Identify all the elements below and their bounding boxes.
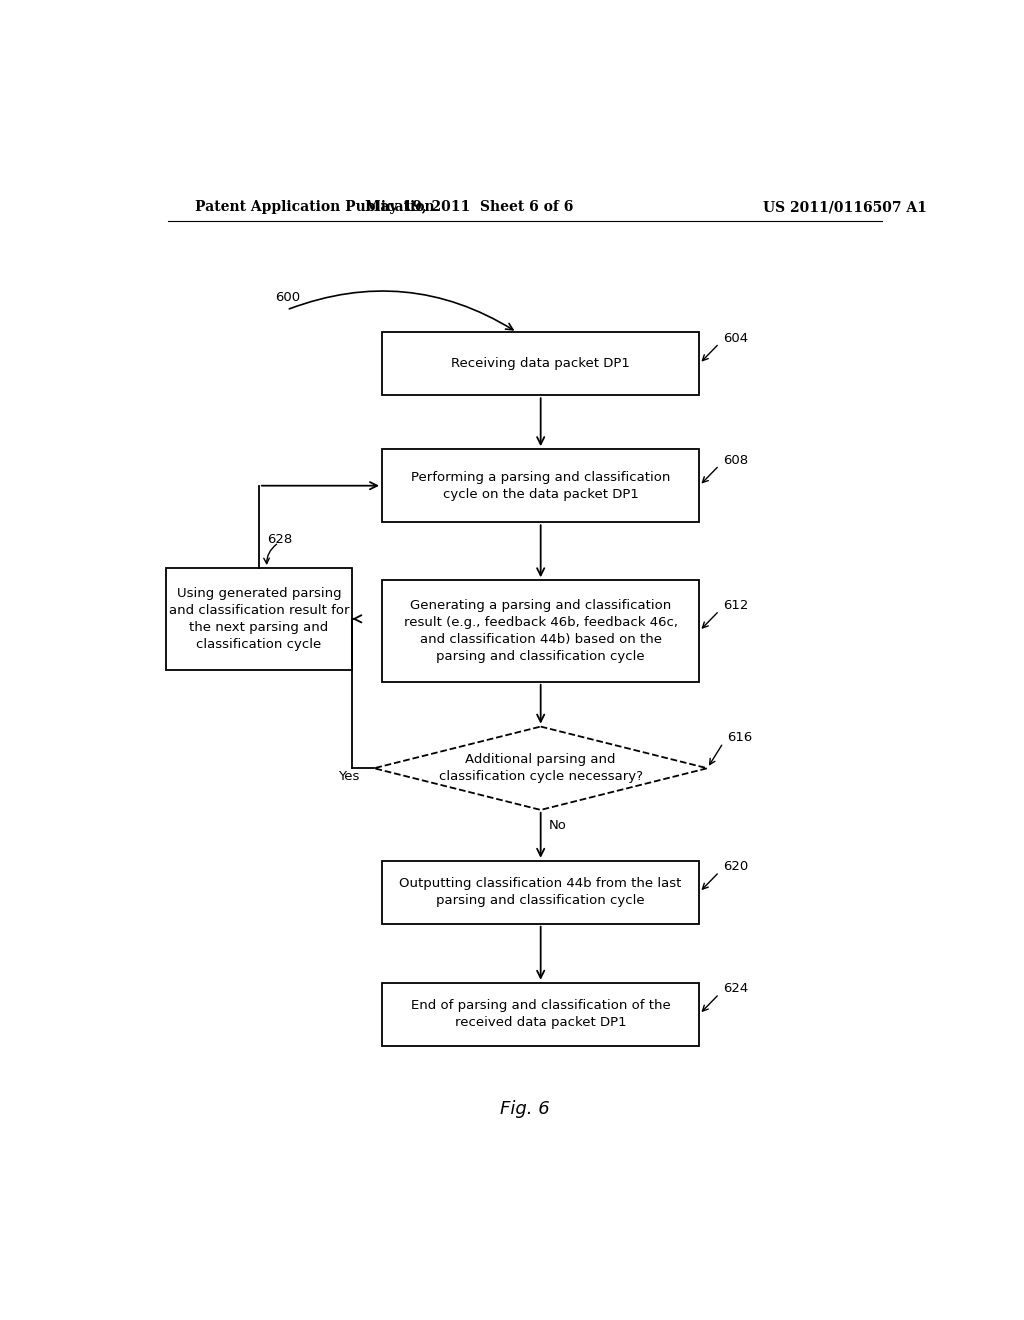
Text: 600: 600: [274, 292, 300, 304]
FancyBboxPatch shape: [382, 449, 699, 523]
Polygon shape: [374, 726, 708, 810]
Text: 628: 628: [267, 533, 292, 546]
Text: 604: 604: [723, 331, 749, 345]
Text: 608: 608: [723, 454, 749, 467]
FancyBboxPatch shape: [166, 568, 352, 669]
Text: 616: 616: [727, 731, 753, 744]
Text: Performing a parsing and classification
cycle on the data packet DP1: Performing a parsing and classification …: [411, 471, 671, 500]
Text: May 19, 2011  Sheet 6 of 6: May 19, 2011 Sheet 6 of 6: [366, 201, 573, 214]
FancyBboxPatch shape: [382, 581, 699, 682]
Text: No: No: [549, 818, 566, 832]
Text: Fig. 6: Fig. 6: [500, 1100, 550, 1118]
Text: Outputting classification 44b from the last
parsing and classification cycle: Outputting classification 44b from the l…: [399, 878, 682, 907]
Text: End of parsing and classification of the
received data packet DP1: End of parsing and classification of the…: [411, 999, 671, 1030]
FancyBboxPatch shape: [382, 861, 699, 924]
Text: 620: 620: [723, 861, 749, 874]
Text: Generating a parsing and classification
result (e.g., feedback 46b, feedback 46c: Generating a parsing and classification …: [403, 599, 678, 663]
Text: Using generated parsing
and classification result for
the next parsing and
class: Using generated parsing and classificati…: [169, 587, 349, 651]
Text: 612: 612: [723, 599, 749, 612]
Text: Receiving data packet DP1: Receiving data packet DP1: [452, 358, 630, 370]
Text: 624: 624: [723, 982, 749, 995]
Text: Yes: Yes: [338, 770, 359, 783]
Text: US 2011/0116507 A1: US 2011/0116507 A1: [763, 201, 927, 214]
FancyBboxPatch shape: [382, 333, 699, 395]
Text: Patent Application Publication: Patent Application Publication: [196, 201, 435, 214]
FancyBboxPatch shape: [382, 982, 699, 1045]
Text: Additional parsing and
classification cycle necessary?: Additional parsing and classification cy…: [438, 754, 643, 783]
